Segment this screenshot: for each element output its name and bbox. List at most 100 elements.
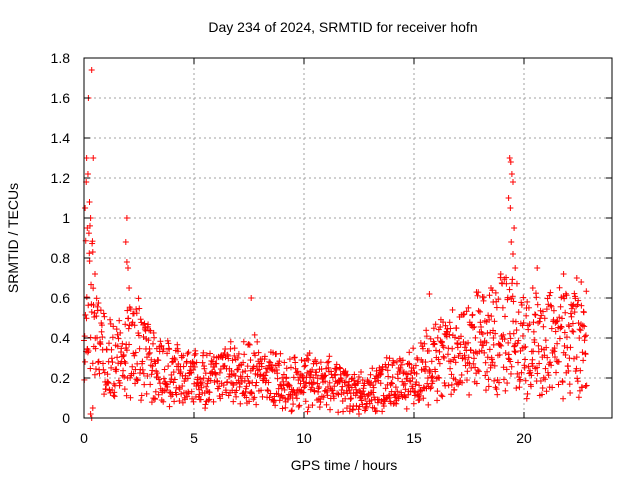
data-point	[366, 400, 373, 407]
data-point	[240, 359, 247, 366]
data-point	[503, 366, 510, 373]
plot-frame	[83, 57, 613, 419]
data-point	[501, 336, 508, 343]
data-point	[331, 372, 338, 379]
data-point	[149, 363, 156, 370]
data-point	[567, 310, 574, 317]
data-point	[325, 364, 332, 371]
data-point	[400, 382, 407, 389]
data-point	[333, 361, 340, 368]
data-point	[241, 351, 248, 358]
data-point	[392, 391, 399, 398]
data-point	[326, 379, 333, 386]
data-point	[268, 361, 275, 368]
data-point	[169, 359, 175, 366]
data-point	[180, 352, 187, 359]
data-point	[116, 317, 123, 324]
x-tick-label: 10	[296, 430, 312, 446]
data-point	[447, 365, 454, 372]
data-point	[503, 274, 510, 281]
data-point	[84, 225, 91, 231]
data-point	[264, 387, 271, 394]
y-tick-label: 1.2	[51, 170, 71, 186]
data-point	[343, 372, 350, 379]
data-point	[515, 309, 522, 316]
data-point	[133, 376, 140, 383]
data-point	[478, 323, 485, 330]
data-point	[322, 378, 329, 385]
data-point	[136, 305, 143, 312]
data-point	[248, 295, 255, 301]
data-point	[500, 331, 507, 338]
data-point	[324, 359, 331, 366]
data-point	[425, 401, 432, 408]
data-point	[157, 338, 164, 345]
data-point	[82, 205, 89, 211]
data-point	[448, 391, 455, 398]
data-point	[87, 365, 94, 372]
data-point	[442, 322, 449, 329]
data-point	[252, 382, 259, 389]
data-point	[529, 356, 536, 363]
data-point	[524, 390, 531, 397]
data-point	[543, 344, 550, 351]
data-point	[122, 360, 129, 367]
data-point	[569, 328, 576, 335]
x-axis-title: GPS time / hours	[291, 457, 398, 473]
data-point	[91, 310, 98, 317]
data-point	[301, 363, 308, 370]
data-point	[546, 292, 553, 299]
data-point	[525, 304, 532, 311]
y-tick-label: 0.8	[51, 250, 71, 266]
data-point	[298, 357, 305, 364]
data-point	[508, 239, 515, 245]
data-point	[355, 380, 362, 387]
y-tick-label: 1.8	[51, 50, 71, 66]
data-point	[136, 345, 143, 352]
data-point	[394, 388, 401, 395]
data-point	[216, 383, 223, 390]
data-point	[494, 376, 501, 383]
data-point	[426, 291, 433, 297]
data-point	[105, 340, 112, 347]
data-point	[117, 329, 124, 336]
data-point	[357, 393, 364, 400]
data-point	[243, 394, 250, 401]
data-point	[496, 379, 503, 386]
data-point	[227, 338, 234, 345]
data-point	[580, 309, 587, 316]
data-point	[199, 359, 206, 366]
data-point	[541, 315, 548, 322]
data-point	[83, 155, 90, 161]
data-point	[132, 380, 139, 387]
data-point	[140, 370, 147, 377]
data-point	[549, 384, 556, 391]
data-point	[113, 366, 120, 373]
data-point	[316, 404, 323, 411]
data-point	[542, 376, 549, 383]
data-point	[492, 289, 499, 296]
data-point	[385, 361, 392, 368]
data-point	[108, 346, 115, 353]
data-point	[82, 358, 89, 365]
data-point	[336, 364, 343, 371]
data-point	[575, 394, 582, 401]
data-point	[469, 311, 476, 318]
data-point	[385, 373, 392, 380]
data-point	[575, 297, 582, 304]
data-point	[83, 294, 90, 301]
data-point	[207, 350, 214, 357]
data-point	[152, 360, 159, 367]
data-point	[292, 359, 299, 366]
data-point	[382, 385, 389, 392]
data-point	[154, 370, 161, 377]
data-point	[440, 319, 447, 326]
data-point	[252, 352, 259, 359]
data-point	[267, 390, 274, 397]
data-point	[171, 376, 178, 383]
data-point	[274, 375, 281, 382]
data-point	[461, 352, 468, 359]
data-point	[428, 384, 435, 391]
data-point	[574, 378, 581, 385]
data-point	[232, 372, 239, 379]
